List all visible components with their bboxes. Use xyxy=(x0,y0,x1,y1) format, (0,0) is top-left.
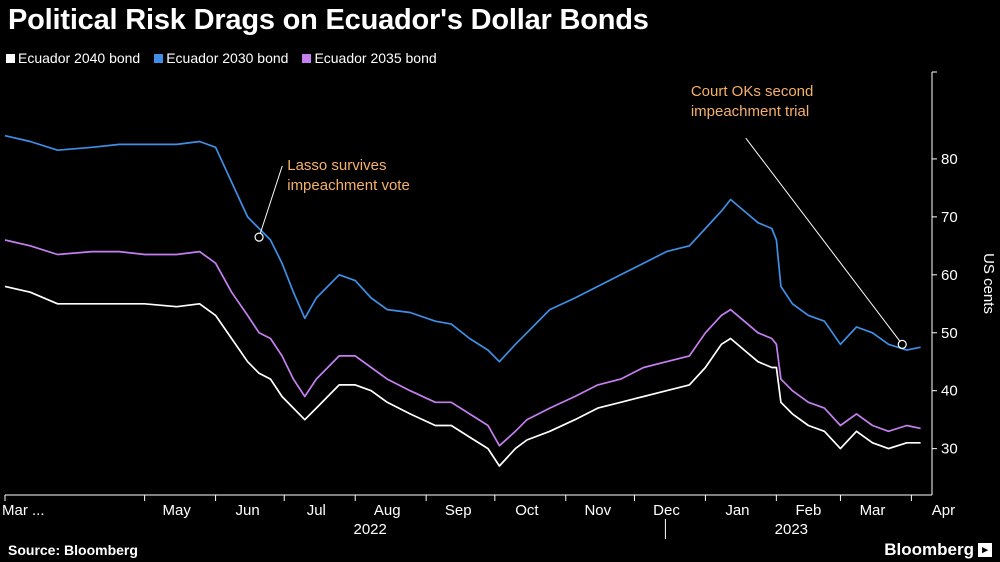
legend-swatch-2035 xyxy=(302,53,312,63)
y-tick-label: 70 xyxy=(941,209,958,226)
y-tick-label: 80 xyxy=(941,151,958,168)
x-tick-label: Jun xyxy=(236,502,260,519)
bloomberg-icon: ▸ xyxy=(978,543,992,557)
annotation-leader xyxy=(258,165,283,238)
annotation-marker xyxy=(254,232,264,242)
x-tick-label: Nov xyxy=(584,502,611,519)
page-title: Political Risk Drags on Ecuador's Dollar… xyxy=(8,4,649,36)
y-tick-label: 30 xyxy=(941,441,958,458)
y-axis-label: US cents xyxy=(980,253,997,314)
legend-label-2030: Ecuador 2030 bond xyxy=(166,50,289,66)
x-tick-label: Feb xyxy=(795,502,821,519)
series-line-ecuador-2040-bond xyxy=(4,285,921,467)
annotation-text: Court OKs second xyxy=(691,83,814,100)
x-tick-label: Mar xyxy=(860,502,886,519)
chart-legend: Ecuador 2040 bond Ecuador 2030 bond Ecua… xyxy=(6,50,437,66)
legend-item-2040: Ecuador 2040 bond xyxy=(6,50,140,66)
brand-text: Bloomberg xyxy=(884,540,974,559)
legend-swatch-2040 xyxy=(6,53,15,63)
annotation-text: impeachment trial xyxy=(691,103,809,120)
x-tick-label: May xyxy=(162,502,191,519)
brand-logo: Bloomberg ▸ xyxy=(884,540,992,560)
x-tick-label: Jan xyxy=(725,502,749,519)
x-tick-label: Sep xyxy=(445,502,472,519)
legend-label-2035: Ecuador 2035 bond xyxy=(314,50,437,66)
year-label: 2023 xyxy=(775,521,808,538)
legend-item-2035: Ecuador 2035 bond xyxy=(302,50,437,66)
annotation-leader xyxy=(745,137,903,345)
legend-swatch-2030 xyxy=(154,53,164,63)
y-tick-label: 40 xyxy=(941,383,958,400)
y-tick-label: 60 xyxy=(941,267,958,284)
annotation-text: impeachment vote xyxy=(287,177,410,194)
legend-label-2040: Ecuador 2040 bond xyxy=(18,50,141,66)
annotation-marker xyxy=(897,339,907,349)
year-label: 2022 xyxy=(354,521,387,538)
series-line-ecuador-2030-bond xyxy=(4,134,921,363)
y-tick-label: 50 xyxy=(941,325,958,342)
source-note: Source: Bloomberg xyxy=(8,542,138,558)
annotation-text: Lasso survives xyxy=(287,157,386,174)
x-tick-label: Apr xyxy=(932,502,955,519)
x-tick-label: Dec xyxy=(653,502,680,519)
x-tick-label: Aug xyxy=(374,502,401,519)
series-line-ecuador-2035-bond xyxy=(4,239,921,447)
x-tick-label: Jul xyxy=(307,502,326,519)
x-tick-label: Oct xyxy=(515,502,539,519)
x-tick-label: Mar ... xyxy=(2,502,45,519)
legend-item-2030: Ecuador 2030 bond xyxy=(154,50,288,66)
